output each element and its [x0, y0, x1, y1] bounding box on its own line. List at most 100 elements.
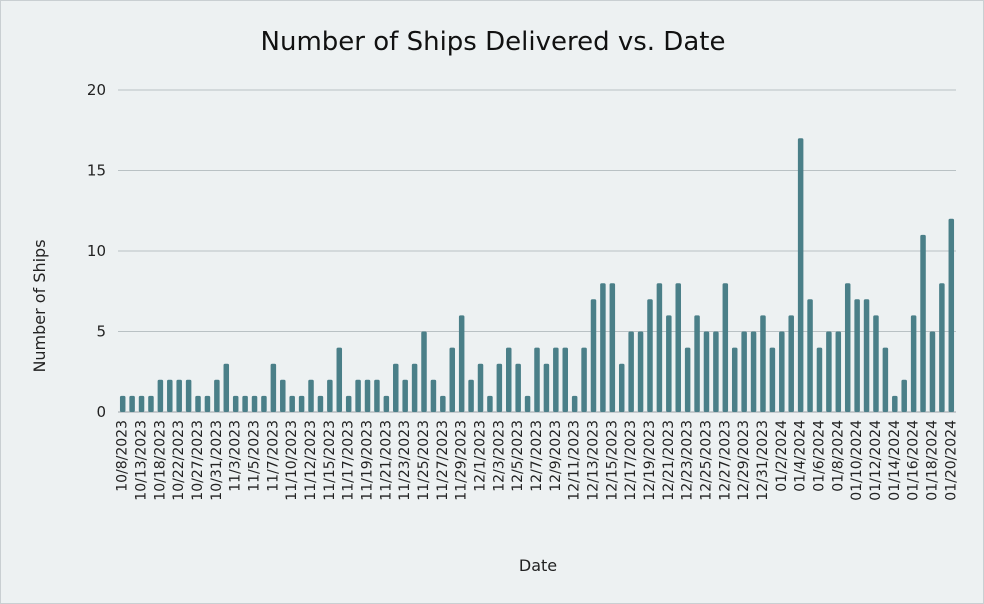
bar [242, 395, 248, 412]
bar [289, 395, 295, 412]
bar [571, 395, 578, 412]
bar [581, 347, 587, 412]
bar [167, 379, 173, 412]
y-tick-label: 20 [87, 81, 106, 99]
bar [496, 363, 503, 412]
bar [345, 395, 352, 412]
x-tick-label: 01/14/2024 [887, 420, 903, 501]
x-tick-label: 12/5/2023 [510, 420, 526, 492]
bar [760, 315, 766, 412]
bar [477, 363, 484, 412]
bar [647, 299, 653, 412]
bar [374, 379, 380, 412]
bar [458, 315, 465, 412]
bar [317, 395, 324, 412]
bar [656, 283, 663, 412]
x-tick-label: 11/29/2023 [454, 420, 470, 501]
x-tick-label: 10/31/2023 [209, 420, 225, 501]
x-tick-label: 12/29/2023 [736, 420, 752, 501]
bar [910, 315, 917, 412]
bar [214, 379, 220, 412]
bar [807, 299, 813, 412]
x-tick-label: 12/1/2023 [473, 420, 489, 492]
grid-lines [118, 89, 956, 413]
x-tick-label: 01/18/2024 [924, 420, 940, 501]
bar [788, 315, 794, 412]
y-axis-ticks: 0 5 10 15 20 [87, 81, 106, 421]
bar [562, 347, 568, 412]
bar [666, 315, 672, 412]
bar [675, 283, 681, 412]
bar [327, 379, 333, 412]
bar [411, 363, 418, 412]
bar [468, 379, 474, 412]
x-tick-label: 11/10/2023 [284, 420, 300, 501]
x-tick-label: 11/17/2023 [341, 420, 357, 501]
x-tick-label: 12/13/2023 [585, 420, 601, 501]
bar [430, 379, 437, 412]
bar [336, 347, 343, 412]
bar [204, 395, 211, 412]
bar [873, 315, 879, 412]
x-tick-label: 01/8/2024 [830, 420, 846, 492]
x-tick-label: 01/4/2024 [793, 420, 809, 492]
x-axis-ticks: 10/8/2023 10/13/2023 10/18/2023 10/22/2023 1… [115, 420, 960, 501]
x-tick-label: 10/27/2023 [190, 420, 206, 501]
bar [543, 363, 550, 412]
x-tick-label: 12/3/2023 [491, 420, 507, 492]
bar [948, 218, 955, 412]
x-tick-label: 11/3/2023 [228, 420, 244, 492]
bar [901, 379, 907, 412]
bar [524, 395, 531, 412]
x-tick-label: 10/13/2023 [134, 420, 150, 501]
y-axis-label: Number of Ships [30, 239, 49, 372]
bar [138, 395, 145, 412]
x-tick-label: 12/17/2023 [623, 420, 639, 501]
x-tick-label: 12/11/2023 [567, 420, 583, 501]
bar [223, 363, 230, 412]
bar [600, 283, 606, 412]
x-tick-label: 10/8/2023 [115, 420, 131, 492]
bar [280, 379, 286, 412]
bar [769, 347, 776, 412]
bar [298, 395, 305, 412]
bar [270, 363, 277, 412]
bar [863, 299, 870, 412]
bar [835, 331, 842, 412]
bar [261, 395, 267, 412]
x-tick-label: 11/12/2023 [303, 420, 319, 501]
x-tick-label: 01/16/2024 [906, 420, 922, 501]
bar [515, 363, 521, 412]
bar [195, 395, 201, 412]
x-tick-label: 12/7/2023 [529, 420, 545, 492]
x-tick-label: 11/23/2023 [397, 420, 413, 501]
x-tick-label: 11/15/2023 [322, 420, 338, 501]
bar [939, 283, 945, 412]
bar [722, 283, 729, 412]
x-tick-label: 01/10/2024 [849, 420, 865, 501]
bar [684, 347, 691, 412]
x-tick-label: 12/25/2023 [698, 420, 714, 501]
x-tick-label: 11/25/2023 [416, 420, 432, 501]
y-tick-label: 15 [87, 162, 106, 180]
bar [393, 363, 399, 412]
bar [929, 331, 936, 412]
x-tick-label: 12/27/2023 [717, 420, 733, 501]
bar [232, 395, 239, 412]
bar [449, 347, 456, 412]
bar [148, 395, 154, 412]
x-tick-label: 12/23/2023 [680, 420, 696, 501]
bar [383, 395, 390, 412]
x-tick-label: 11/27/2023 [435, 420, 451, 501]
bar [251, 395, 258, 412]
bars [119, 138, 955, 413]
bar [129, 395, 135, 412]
x-tick-label: 01/6/2024 [811, 420, 827, 492]
bar [308, 379, 314, 412]
bar [750, 331, 757, 412]
bar [440, 395, 446, 412]
x-tick-label: 10/22/2023 [171, 420, 187, 501]
chart-title: Number of Ships Delivered vs. Date [260, 27, 726, 57]
bar [119, 395, 126, 412]
bar [779, 331, 785, 412]
